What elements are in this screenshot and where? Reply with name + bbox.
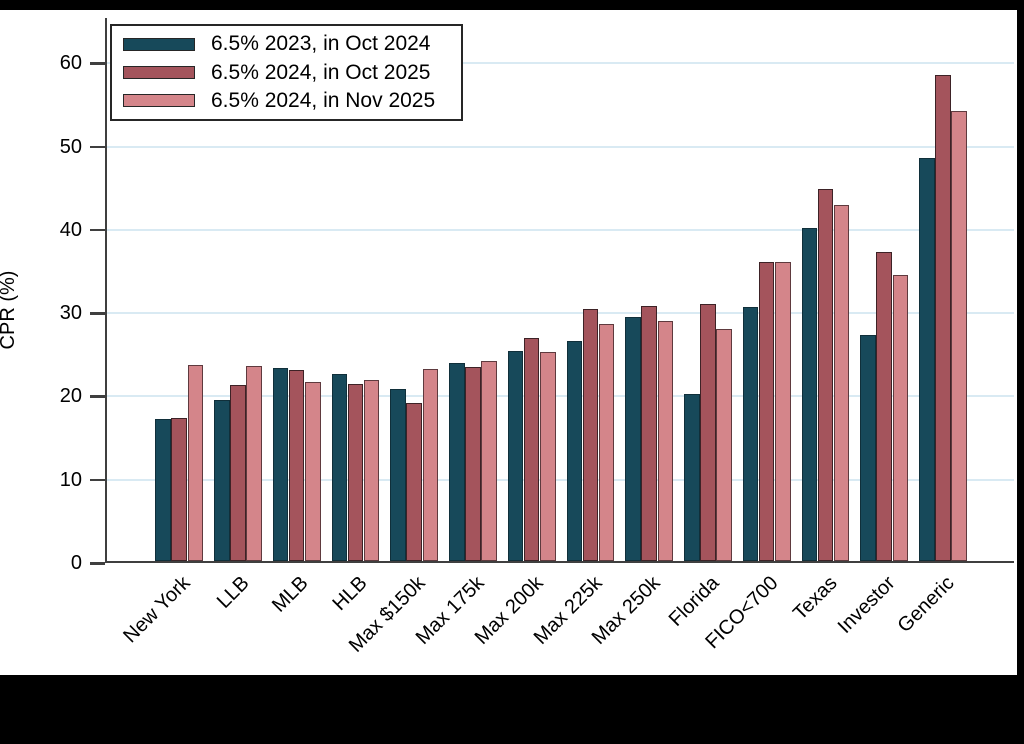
bar-new-york-s2 bbox=[171, 417, 187, 561]
gridline-50 bbox=[107, 145, 1014, 148]
bar-hlb-s3 bbox=[363, 380, 380, 561]
bar-mlb-s3 bbox=[305, 381, 321, 561]
bar-investor-s2 bbox=[876, 251, 892, 561]
bar-max-175k-s1 bbox=[449, 362, 465, 561]
bar-max-150k-s1 bbox=[390, 389, 406, 561]
bar-max-200k-s1 bbox=[507, 351, 524, 561]
bar-hlb-s2 bbox=[347, 383, 364, 561]
bar-florida-s2 bbox=[700, 303, 716, 561]
legend-swatch-series2 bbox=[123, 66, 195, 79]
bar-generic-s1 bbox=[919, 157, 935, 561]
legend: 6.5% 2023, in Oct 2024 6.5% 2024, in Oct… bbox=[110, 24, 463, 121]
y-tick-20 bbox=[90, 395, 105, 398]
bar-max-250k-s2 bbox=[641, 306, 657, 561]
gridline-40 bbox=[107, 228, 1014, 231]
bar-mlb-s2 bbox=[288, 370, 305, 561]
y-tick-label-60: 60 bbox=[59, 52, 82, 75]
bar-investor-s3 bbox=[892, 275, 908, 561]
bar-llb-s1 bbox=[214, 400, 230, 561]
y-axis-title: CPR (%) bbox=[0, 270, 19, 350]
bar-texas-s1 bbox=[801, 227, 818, 561]
chart-canvas: CPR (%) 0 10 20 30 40 50 60 New York LLB MLB HLB M… bbox=[0, 10, 1017, 675]
legend-swatch-series1 bbox=[123, 37, 195, 51]
bar-llb-s2 bbox=[230, 385, 246, 561]
y-tick-label-30: 30 bbox=[59, 302, 82, 325]
gridline-30 bbox=[107, 312, 1014, 315]
bar-new-york-s1 bbox=[155, 418, 171, 561]
bar-max-225k-s3 bbox=[598, 324, 615, 561]
plot-area bbox=[105, 18, 1014, 563]
y-tick-60 bbox=[90, 62, 105, 65]
bar-max-225k-s1 bbox=[566, 341, 583, 561]
bar-fico-700-s3 bbox=[775, 261, 791, 561]
legend-item: 6.5% 2024, in Nov 2025 bbox=[112, 89, 461, 113]
bar-mlb-s1 bbox=[272, 367, 289, 561]
bar-llb-s3 bbox=[246, 366, 262, 561]
y-tick-40 bbox=[90, 228, 105, 232]
bar-investor-s1 bbox=[860, 335, 876, 561]
legend-label-series2: 6.5% 2024, in Oct 2025 bbox=[211, 60, 431, 84]
bar-max-200k-s3 bbox=[540, 351, 556, 561]
bar-max-150k-s2 bbox=[406, 402, 422, 561]
bar-fico-700-s2 bbox=[758, 261, 775, 561]
y-tick-label-0: 0 bbox=[70, 552, 82, 574]
bar-florida-s3 bbox=[716, 328, 732, 561]
y-tick-label-40: 40 bbox=[59, 218, 82, 241]
y-tick-0 bbox=[90, 562, 105, 565]
bar-hlb-s1 bbox=[331, 374, 348, 561]
bar-florida-s1 bbox=[684, 393, 700, 561]
legend-label-series3: 6.5% 2024, in Nov 2025 bbox=[211, 88, 436, 112]
y-tick-10 bbox=[90, 478, 105, 482]
legend-swatch-series3 bbox=[123, 94, 195, 108]
gridline-20 bbox=[107, 395, 1014, 398]
bar-max-150k-s3 bbox=[422, 369, 438, 561]
bar-max-175k-s2 bbox=[465, 366, 481, 561]
legend-item: 6.5% 2023, in Oct 2024 bbox=[112, 32, 461, 56]
y-tick-label-50: 50 bbox=[59, 135, 82, 158]
y-tick-label-20: 20 bbox=[59, 385, 82, 408]
gridline-60 bbox=[107, 62, 1014, 65]
bar-new-york-s3 bbox=[187, 365, 203, 561]
legend-item: 6.5% 2024, in Oct 2025 bbox=[112, 61, 461, 85]
bar-max-175k-s3 bbox=[481, 361, 497, 561]
y-tick-50 bbox=[90, 145, 105, 148]
bar-generic-s2 bbox=[935, 75, 951, 561]
gridline-10 bbox=[107, 478, 1014, 481]
legend-label-series1: 6.5% 2023, in Oct 2024 bbox=[211, 32, 431, 56]
bar-generic-s3 bbox=[951, 111, 967, 561]
bar-fico-700-s1 bbox=[742, 306, 759, 561]
y-tick-label-10: 10 bbox=[59, 468, 82, 491]
figure-frame: CPR (%) 0 10 20 30 40 50 60 New York LLB MLB HLB M… bbox=[0, 10, 1017, 675]
bar-max-200k-s2 bbox=[523, 337, 540, 561]
bar-max-250k-s3 bbox=[657, 321, 673, 561]
bar-max-250k-s1 bbox=[625, 316, 641, 561]
bar-texas-s2 bbox=[817, 188, 834, 561]
y-tick-30 bbox=[90, 312, 105, 315]
bar-texas-s3 bbox=[833, 205, 850, 561]
bar-max-225k-s2 bbox=[582, 309, 599, 561]
